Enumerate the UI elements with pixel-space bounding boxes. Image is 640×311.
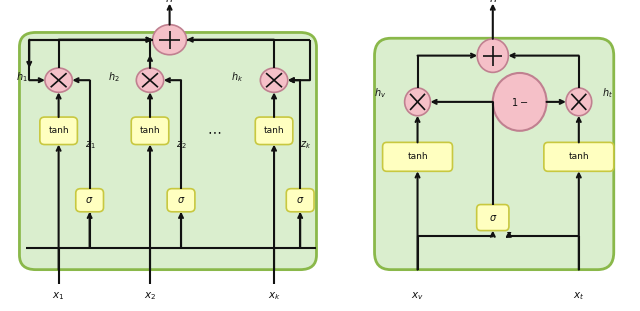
Text: tanh: tanh — [264, 126, 284, 135]
FancyBboxPatch shape — [286, 189, 314, 212]
Text: $h_t$: $h_t$ — [602, 86, 613, 100]
Text: $z_1$: $z_1$ — [85, 139, 96, 151]
Circle shape — [404, 88, 431, 116]
Text: $z_2$: $z_2$ — [177, 139, 187, 151]
Text: $\sigma$: $\sigma$ — [177, 195, 185, 205]
Circle shape — [566, 88, 592, 116]
Text: $z$: $z$ — [505, 230, 513, 240]
Text: $h_v$: $h_v$ — [374, 86, 387, 100]
Text: tanh: tanh — [140, 126, 161, 135]
FancyBboxPatch shape — [40, 117, 77, 145]
Text: $x_v$: $x_v$ — [411, 290, 424, 302]
Circle shape — [45, 68, 72, 92]
Text: $\sigma$: $\sigma$ — [296, 195, 305, 205]
FancyBboxPatch shape — [19, 32, 317, 270]
Circle shape — [152, 25, 187, 55]
Text: $x_t$: $x_t$ — [573, 290, 584, 302]
Text: $h_k$: $h_k$ — [231, 70, 244, 84]
FancyBboxPatch shape — [167, 189, 195, 212]
Text: $x_2$: $x_2$ — [144, 290, 156, 302]
Text: $z_k$: $z_k$ — [300, 139, 312, 151]
Text: $\cdots$: $\cdots$ — [207, 124, 221, 138]
Text: tanh: tanh — [568, 152, 589, 161]
Text: $h$: $h$ — [166, 0, 173, 4]
Text: $h_2$: $h_2$ — [108, 70, 119, 84]
FancyBboxPatch shape — [544, 142, 614, 171]
FancyBboxPatch shape — [255, 117, 293, 145]
FancyBboxPatch shape — [76, 189, 104, 212]
FancyBboxPatch shape — [374, 38, 614, 270]
Circle shape — [477, 39, 508, 72]
FancyBboxPatch shape — [383, 142, 452, 171]
Circle shape — [260, 68, 288, 92]
Circle shape — [136, 68, 164, 92]
Text: $x_k$: $x_k$ — [268, 290, 280, 302]
FancyBboxPatch shape — [477, 205, 509, 230]
Circle shape — [493, 73, 547, 131]
Text: $h_1$: $h_1$ — [16, 70, 28, 84]
FancyBboxPatch shape — [131, 117, 169, 145]
Text: tanh: tanh — [407, 152, 428, 161]
Text: $x_1$: $x_1$ — [52, 290, 65, 302]
Text: $\sigma$: $\sigma$ — [488, 213, 497, 223]
Text: $h$: $h$ — [489, 0, 497, 4]
Text: $\sigma$: $\sigma$ — [85, 195, 94, 205]
Text: $1-$: $1-$ — [511, 96, 528, 108]
Text: tanh: tanh — [48, 126, 69, 135]
